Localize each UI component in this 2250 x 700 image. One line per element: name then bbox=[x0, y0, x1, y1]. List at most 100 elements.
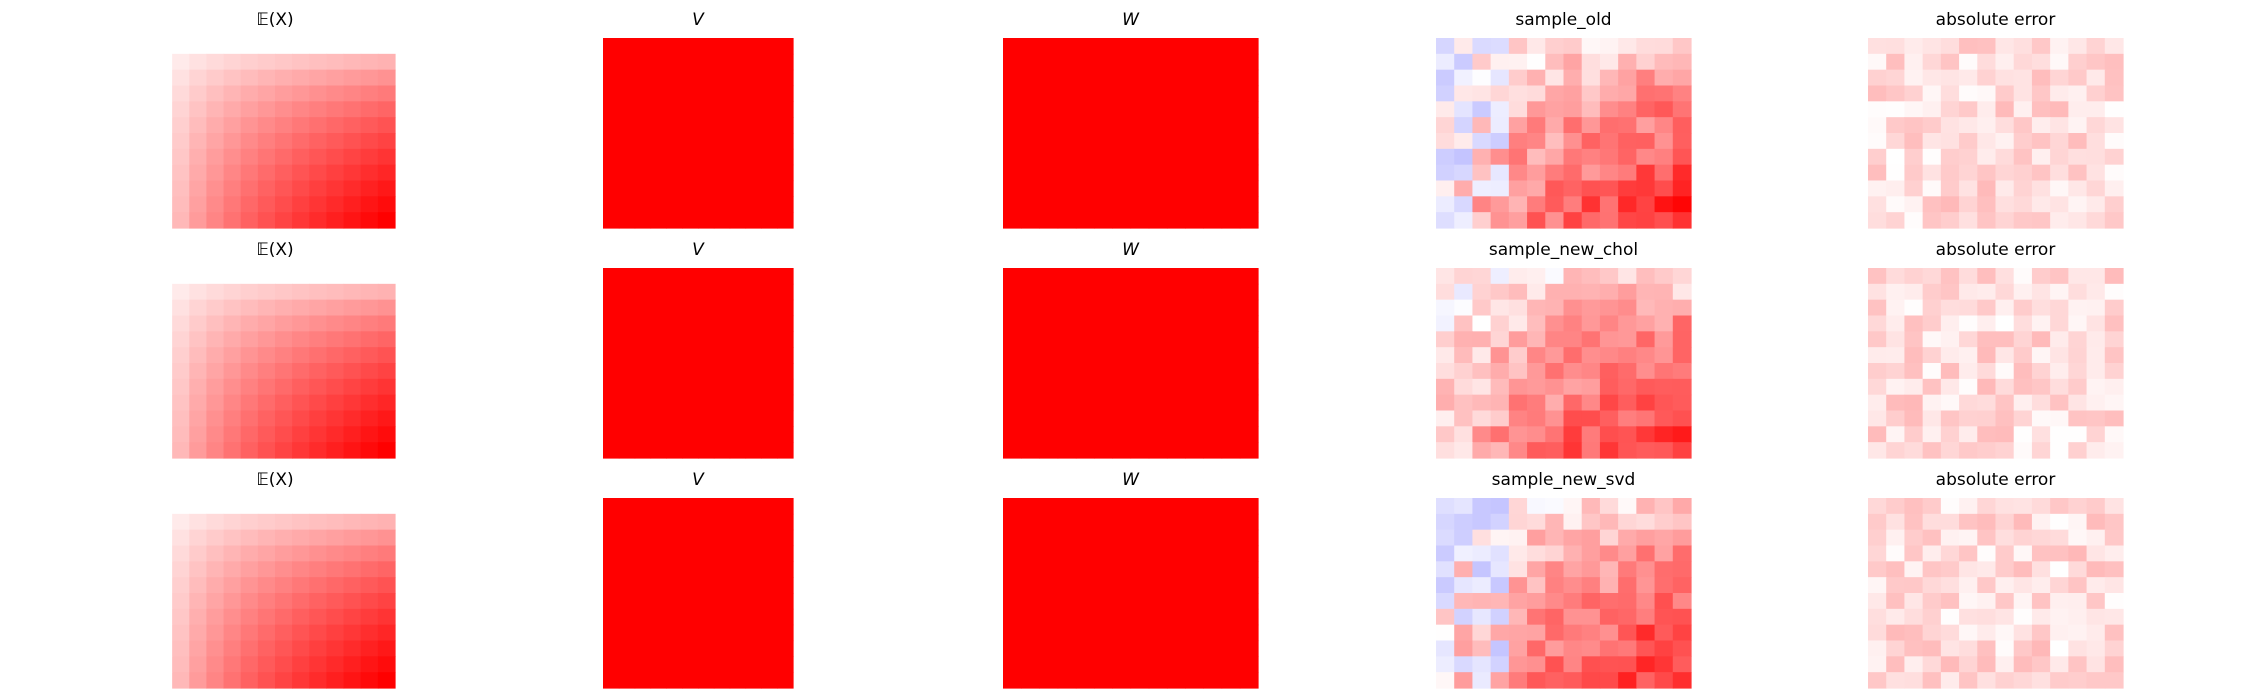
heatmap-cell bbox=[257, 101, 276, 118]
heatmap-cell bbox=[1886, 69, 1906, 87]
heatmap-cell bbox=[1185, 117, 1204, 134]
heatmap-cell bbox=[2050, 180, 2069, 197]
heatmap-cell bbox=[189, 38, 208, 55]
heatmap-cell bbox=[1599, 117, 1619, 134]
heatmap-cell bbox=[1490, 196, 1510, 213]
heatmap-cell bbox=[729, 133, 747, 150]
heatmap-cell bbox=[1977, 498, 1997, 515]
heatmap-cell bbox=[1057, 101, 1077, 118]
heatmap-cell bbox=[1886, 101, 1906, 118]
heatmap-cell bbox=[2068, 410, 2088, 427]
panel-title: W bbox=[1122, 240, 1140, 260]
heatmap-cell bbox=[1672, 426, 1692, 443]
heatmap-cell bbox=[698, 347, 715, 364]
heatmap-cell bbox=[1185, 101, 1204, 118]
panel-title: V bbox=[692, 10, 705, 30]
heatmap-cell bbox=[2104, 394, 2124, 412]
heatmap-cell bbox=[1904, 164, 1924, 182]
heatmap-cell bbox=[666, 656, 683, 673]
heatmap-cell bbox=[343, 117, 362, 134]
heatmap-cell bbox=[1094, 672, 1113, 689]
heatmap-cell bbox=[761, 442, 778, 459]
heatmap-cell bbox=[172, 363, 190, 380]
heatmap-cell bbox=[1454, 363, 1474, 380]
heatmap-cell bbox=[777, 426, 794, 443]
heatmap-cell bbox=[745, 180, 762, 197]
heatmap-cell bbox=[666, 426, 683, 443]
heatmap-cell bbox=[1130, 101, 1150, 118]
heatmap-cell bbox=[189, 577, 208, 594]
heatmap-cell bbox=[1922, 378, 1942, 396]
heatmap-cell bbox=[377, 38, 396, 55]
heatmap-cell bbox=[729, 656, 747, 673]
heatmap-cell bbox=[223, 101, 242, 118]
heatmap-cell bbox=[1148, 299, 1168, 317]
heatmap-cell bbox=[1636, 363, 1656, 380]
heatmap-cell bbox=[1995, 363, 2015, 380]
heatmap-cell bbox=[309, 498, 328, 515]
heatmap-cell bbox=[360, 672, 379, 689]
heatmap-cell bbox=[223, 38, 242, 55]
heatmap-cell bbox=[1527, 196, 1546, 213]
heatmap-cell bbox=[698, 53, 715, 71]
heatmap-cell bbox=[761, 529, 778, 547]
heatmap-cell bbox=[326, 378, 345, 396]
heatmap-cell bbox=[1057, 498, 1077, 515]
heatmap-cell bbox=[1148, 69, 1168, 87]
heatmap-cell bbox=[1490, 640, 1510, 657]
heatmap-cell bbox=[729, 363, 747, 380]
heatmap-cell bbox=[172, 640, 190, 657]
heatmap-cell bbox=[713, 577, 731, 594]
heatmap-cell bbox=[618, 283, 636, 301]
heatmap-cell bbox=[1148, 529, 1168, 547]
heatmap-cell bbox=[1003, 196, 1022, 213]
heatmap-cell bbox=[343, 315, 362, 332]
heatmap-cell bbox=[650, 624, 667, 642]
heatmap-cell bbox=[1545, 656, 1565, 673]
heatmap-cell bbox=[1454, 640, 1474, 657]
heatmap-cell bbox=[326, 363, 345, 380]
heatmap-cell bbox=[1940, 38, 1960, 55]
heatmap-cell bbox=[1995, 529, 2015, 547]
heatmap-cell bbox=[377, 426, 396, 443]
heatmap-cell bbox=[206, 394, 225, 412]
heatmap-cell bbox=[1185, 148, 1204, 166]
heatmap-cell bbox=[2050, 498, 2069, 515]
heatmap-cell bbox=[292, 196, 310, 213]
heatmap-cell bbox=[2068, 283, 2088, 301]
heatmap-cell bbox=[1977, 363, 1997, 380]
heatmap-cell bbox=[618, 196, 636, 213]
heatmap-cell bbox=[1995, 69, 2015, 87]
heatmap-cell bbox=[713, 283, 731, 301]
heatmap-cell bbox=[275, 672, 293, 689]
heatmap-cell bbox=[343, 363, 362, 380]
heatmap-cell bbox=[603, 426, 620, 443]
heatmap-cell bbox=[172, 608, 190, 626]
heatmap-cell bbox=[1094, 69, 1113, 87]
heatmap-cell bbox=[761, 133, 778, 150]
heatmap-cell bbox=[2050, 394, 2069, 412]
heatmap-cell bbox=[1021, 85, 1041, 102]
heatmap-cell bbox=[713, 442, 731, 459]
heatmap-cell bbox=[309, 394, 328, 412]
heatmap-cell bbox=[275, 442, 293, 459]
heatmap-cell bbox=[326, 426, 345, 443]
heatmap-cell bbox=[1239, 38, 1259, 55]
heatmap-cell bbox=[1636, 561, 1656, 578]
heatmap-cell bbox=[1436, 545, 1455, 562]
heatmap-cell bbox=[2013, 378, 2033, 396]
heatmap-cell bbox=[1057, 148, 1077, 166]
heatmap-cell bbox=[1977, 148, 1997, 166]
heatmap-cell bbox=[777, 347, 794, 364]
heatmap-cell bbox=[1636, 410, 1656, 427]
heatmap-cell bbox=[1039, 38, 1059, 55]
heatmap-cell bbox=[1112, 69, 1132, 87]
heatmap-cell bbox=[1185, 196, 1204, 213]
heatmap-cell bbox=[1618, 498, 1637, 515]
heatmap-cell bbox=[1672, 442, 1692, 459]
heatmap-cell bbox=[1868, 513, 1887, 531]
heatmap-cell bbox=[1563, 331, 1583, 348]
heatmap-cell bbox=[1636, 268, 1656, 285]
heatmap-cell bbox=[1527, 426, 1546, 443]
heatmap-cell bbox=[618, 513, 636, 531]
